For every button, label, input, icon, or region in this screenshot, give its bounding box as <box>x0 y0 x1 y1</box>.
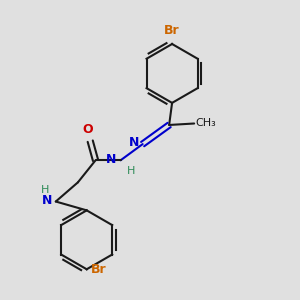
Text: N: N <box>106 153 117 166</box>
Text: CH₃: CH₃ <box>195 118 216 128</box>
Text: Br: Br <box>91 263 106 276</box>
Text: H: H <box>41 185 50 195</box>
Text: O: O <box>82 123 93 136</box>
Text: H: H <box>127 166 135 176</box>
Text: N: N <box>42 194 52 207</box>
Text: Br: Br <box>164 24 180 37</box>
Text: N: N <box>128 136 139 149</box>
